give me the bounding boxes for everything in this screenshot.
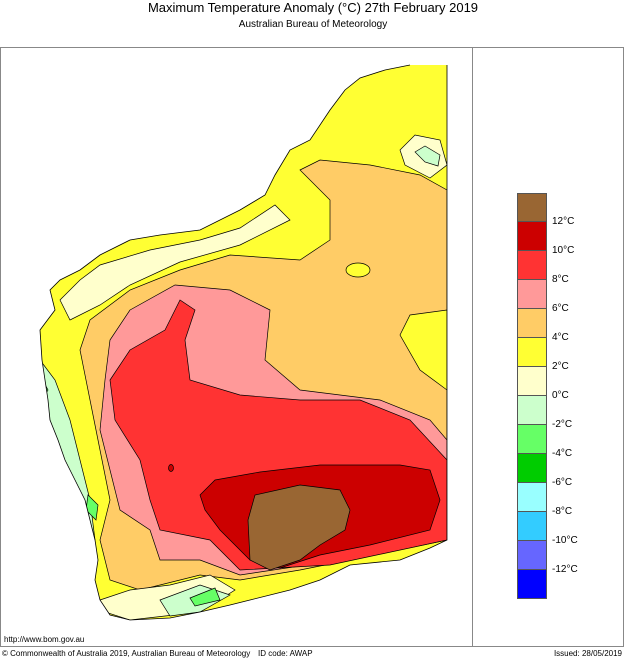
- region-above-12c: [247, 484, 351, 571]
- region-10-12c-dot: [168, 464, 174, 472]
- map-frame: [0, 47, 624, 647]
- legend-label: 0°C: [552, 390, 569, 401]
- legend-swatch: [517, 309, 547, 338]
- legend-label: -4°C: [552, 448, 573, 459]
- legend-label: -12°C: [552, 564, 578, 575]
- legend-swatch: [517, 541, 547, 570]
- legend-swatch: [517, 483, 547, 512]
- legend-swatch: [517, 454, 547, 483]
- region-2-4c-blob: [345, 262, 371, 278]
- issued-date: Issued: 28/05/2019: [553, 649, 622, 658]
- map-title: Maximum Temperature Anomaly (°C) 27th Fe…: [147, 0, 479, 15]
- copyright-text: © Commonwealth of Australia 2019, Austra…: [2, 649, 251, 658]
- legend-swatch: [517, 193, 547, 222]
- legend-label: 2°C: [552, 361, 569, 372]
- legend-label: -2°C: [552, 419, 573, 430]
- legend-label: 10°C: [552, 245, 575, 256]
- legend-divider: [472, 47, 473, 647]
- map-subtitle: Australian Bureau of Meteorology: [238, 19, 388, 30]
- source-url[interactable]: http://www.bom.gov.au: [4, 635, 85, 644]
- region-minus4-2c-south: [189, 587, 221, 607]
- legend-label: 6°C: [552, 303, 569, 314]
- legend-swatch: [517, 396, 547, 425]
- legend-swatch: [517, 251, 547, 280]
- legend-swatch: [517, 512, 547, 541]
- legend-label: -10°C: [552, 535, 578, 546]
- legend-swatch: [517, 338, 547, 367]
- coastline: [39, 64, 448, 621]
- legend-swatch: [517, 367, 547, 396]
- legend-swatch: [517, 222, 547, 251]
- legend-label: -6°C: [552, 477, 573, 488]
- legend-label: 8°C: [552, 274, 569, 285]
- legend-label: -8°C: [552, 506, 573, 517]
- legend-swatch: [517, 425, 547, 454]
- legend-swatch: [517, 570, 547, 599]
- legend-label: 4°C: [552, 332, 569, 343]
- region-0-2c: [59, 204, 291, 321]
- legend-label: 12°C: [552, 216, 575, 227]
- id-code: ID code: AWAP: [258, 649, 313, 658]
- legend-swatch: [517, 280, 547, 309]
- region-minus2-0c-northeast: [414, 145, 441, 167]
- region-2-4c-east: [399, 309, 447, 391]
